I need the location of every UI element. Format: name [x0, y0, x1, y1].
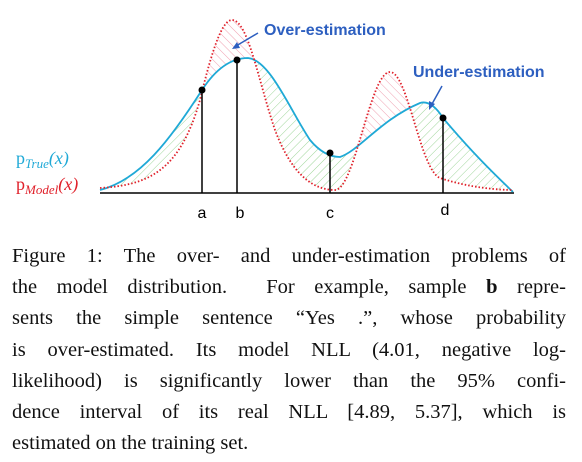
- under-label: Under-estimation: [413, 64, 545, 81]
- caption-line: is over-estimated. Its model NLL (4.01, …: [12, 338, 566, 361]
- over-arrow: [235, 32, 259, 47]
- sample-dot: [233, 56, 241, 64]
- over-hatch: [90, 10, 520, 195]
- over-label: Over-estimation: [264, 22, 386, 39]
- legend-sub: True: [25, 156, 49, 171]
- sample-lines: [201, 60, 444, 193]
- caption: Figure 1: The over- and under-estimation…: [12, 241, 566, 459]
- caption-line: sents the simple sentence “Yes .”, whose…: [12, 307, 566, 330]
- sample-label: d: [441, 202, 450, 219]
- caption-bold: b: [486, 276, 498, 299]
- caption-line: estimated on the training set.: [12, 432, 249, 455]
- over-arrowhead: [232, 42, 240, 49]
- sample-label: c: [326, 205, 334, 222]
- caption-line: the model distribution. For example, sam…: [12, 272, 566, 303]
- legend-arg: (x): [58, 174, 78, 195]
- under-arrow: [431, 85, 443, 105]
- sample-label: a: [198, 205, 207, 222]
- sample-label: b: [236, 205, 245, 222]
- legend-p: p: [16, 148, 25, 168]
- legend-arg: (x): [49, 148, 69, 169]
- legend-sub: Model: [24, 182, 59, 197]
- caption-line: likelihood) is significantly lower than …: [12, 369, 566, 392]
- true-legend: pTrue(x): [16, 148, 69, 171]
- figure: a b c d Over-estimation Under-estimation…: [16, 10, 545, 222]
- sample-dots: [198, 56, 447, 157]
- caption-text: repre-: [497, 276, 566, 299]
- under-arrowhead: [429, 101, 435, 110]
- caption-text: the model distribution. For example, sam…: [12, 276, 487, 299]
- sample-dot: [198, 86, 206, 94]
- model-legend: pModel(x): [16, 174, 78, 197]
- legend-p: p: [16, 174, 25, 194]
- caption-line: Figure 1: The over- and under-estimation…: [12, 245, 566, 267]
- sample-dot: [326, 149, 334, 157]
- sample-dot: [439, 114, 447, 122]
- caption-line: dence interval of its real NLL [4.89, 5.…: [12, 400, 566, 423]
